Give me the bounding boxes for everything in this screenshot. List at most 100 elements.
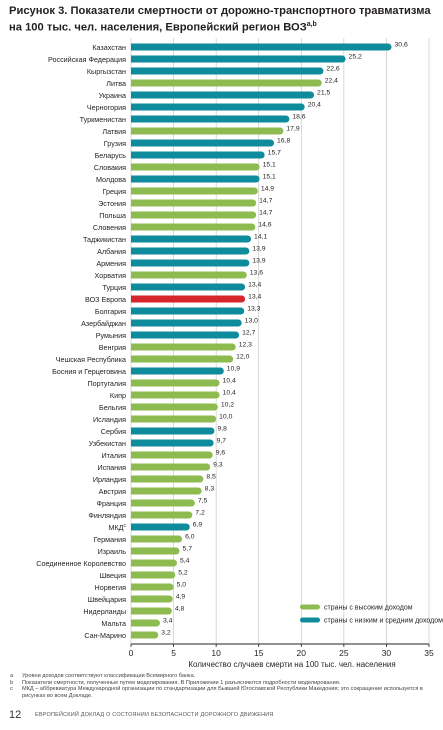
bar-17 bbox=[131, 235, 248, 243]
bar-cap-6 bbox=[297, 103, 305, 111]
value-label-45: 5,2 bbox=[178, 570, 188, 577]
bar-20 bbox=[131, 271, 244, 279]
footnote-c: c МКД – аббревиатура Международной органи… bbox=[10, 686, 435, 699]
footnote-b-text: Показатели смертности, полученные путем … bbox=[22, 679, 341, 686]
bar-28 bbox=[131, 367, 221, 375]
value-label-34: 9,7 bbox=[217, 438, 227, 445]
footnote-a-text: Уровни доходов соответствуют классификац… bbox=[22, 673, 196, 679]
category-label-21: Турция bbox=[102, 283, 126, 292]
value-label-36: 9,3 bbox=[213, 462, 223, 469]
category-label-36: Испания bbox=[97, 463, 126, 472]
bar-27 bbox=[131, 355, 230, 363]
category-label-46: Норвегия bbox=[95, 583, 127, 592]
figure-title-line1: Рисунок 3. Показатели смертности от доро… bbox=[9, 5, 431, 17]
value-label-10: 15,7 bbox=[268, 150, 281, 157]
value-label-18: 13,9 bbox=[252, 246, 265, 253]
value-label-42: 6,0 bbox=[185, 534, 195, 541]
category-label-31: Бельгия bbox=[99, 403, 126, 412]
category-label-5: Украина bbox=[99, 91, 126, 100]
category-label-39: Франция bbox=[97, 499, 127, 508]
bar-cap-33 bbox=[207, 427, 215, 435]
category-label-20: Хорватия bbox=[95, 271, 127, 280]
bar-3 bbox=[131, 67, 320, 75]
value-label-31: 10,2 bbox=[221, 402, 234, 409]
legend-swatch-lmi bbox=[300, 617, 320, 623]
value-label-30: 10,4 bbox=[223, 390, 236, 397]
tick-label-35: 35 bbox=[424, 648, 434, 658]
category-label-11: Словакия bbox=[94, 163, 126, 172]
bar-2 bbox=[131, 55, 343, 63]
bar-1 bbox=[131, 43, 389, 51]
value-label-22: 13,4 bbox=[248, 294, 261, 301]
category-label-44: Соединенное Королевство bbox=[36, 559, 126, 568]
bar-46 bbox=[131, 583, 171, 591]
footnote-c-text: МКД – аббревиатура Международной организ… bbox=[22, 686, 423, 699]
category-label-29: Португалия bbox=[87, 379, 126, 388]
bar-cap-1 bbox=[384, 43, 392, 51]
bar-cap-47 bbox=[165, 595, 173, 603]
bar-cap-7 bbox=[282, 115, 290, 123]
bar-cap-32 bbox=[209, 415, 217, 423]
bar-cap-44 bbox=[169, 559, 177, 567]
category-label-8: Латвия bbox=[102, 127, 126, 136]
bar-36 bbox=[131, 463, 207, 471]
category-label-12: Молдова bbox=[96, 175, 126, 184]
bar-cap-11 bbox=[252, 163, 260, 171]
category-label-2: Российская Федерация bbox=[48, 55, 126, 64]
bar-cap-37 bbox=[196, 475, 204, 483]
bar-9 bbox=[131, 139, 271, 147]
category-label-38: Австрия bbox=[99, 487, 126, 496]
bar-cap-29 bbox=[212, 379, 220, 387]
bar-26 bbox=[131, 343, 233, 351]
value-label-44: 5,4 bbox=[180, 558, 190, 565]
bar-24 bbox=[131, 319, 239, 327]
value-label-11: 15,1 bbox=[263, 162, 276, 169]
bar-10 bbox=[131, 151, 262, 159]
footnotes: a Уровни доходов соответствуют классифика… bbox=[10, 673, 435, 699]
value-label-32: 10,0 bbox=[219, 414, 232, 421]
value-label-28: 10,9 bbox=[227, 366, 240, 373]
bar-32 bbox=[131, 415, 213, 423]
category-label-27: Чешская Республика bbox=[56, 355, 126, 364]
bar-33 bbox=[131, 427, 211, 435]
footer-text: ЕВРОПЕЙСКИЙ ДОКЛАД О СОСТОЯНИИ БЕЗОПАСНО… bbox=[35, 712, 274, 718]
category-label-45: Швеция bbox=[100, 571, 126, 580]
bar-cap-9 bbox=[267, 139, 275, 147]
category-label-33: Сербия bbox=[101, 427, 126, 436]
bar-30 bbox=[131, 391, 217, 399]
value-label-19: 13,9 bbox=[252, 258, 265, 265]
tick-label-0: 0 bbox=[129, 648, 134, 658]
bar-29 bbox=[131, 379, 217, 387]
legend-label-high: страны с высоким доходом bbox=[324, 605, 413, 612]
bar-cap-34 bbox=[206, 439, 214, 447]
category-label-19: Армения bbox=[96, 259, 126, 268]
bar-cap-4 bbox=[314, 79, 322, 87]
value-label-37: 8,5 bbox=[206, 474, 216, 481]
figure-title-sup: a,b bbox=[306, 21, 317, 28]
page-number: 12 bbox=[9, 709, 22, 721]
category-label-10: Беларусь bbox=[95, 151, 127, 160]
bar-cap-13 bbox=[250, 187, 258, 195]
bar-cap-35 bbox=[205, 451, 213, 459]
value-label-48: 4,8 bbox=[175, 606, 185, 613]
footnote-a-mark: a bbox=[10, 673, 14, 679]
value-label-38: 8,3 bbox=[205, 486, 215, 493]
value-label-43: 5,7 bbox=[183, 546, 193, 553]
bar-11 bbox=[131, 163, 257, 171]
value-label-8: 17,9 bbox=[286, 126, 299, 133]
bar-cap-28 bbox=[216, 367, 224, 375]
category-label-9: Грузия bbox=[104, 139, 126, 148]
bar-cap-22 bbox=[238, 295, 246, 303]
value-label-27: 12,0 bbox=[236, 354, 249, 361]
bar-cap-26 bbox=[228, 343, 236, 351]
category-label-50: Сан-Марино bbox=[84, 631, 126, 640]
bar-39 bbox=[131, 499, 192, 507]
bar-50 bbox=[131, 631, 155, 639]
bar-cap-2 bbox=[338, 55, 346, 63]
category-label-43: Израиль bbox=[98, 547, 127, 556]
value-label-35: 9,6 bbox=[216, 450, 226, 457]
category-label-25: Румыния bbox=[96, 331, 126, 340]
category-label-28: Босния и Герцеговина bbox=[52, 367, 126, 376]
category-label-4: Литва bbox=[106, 79, 126, 88]
